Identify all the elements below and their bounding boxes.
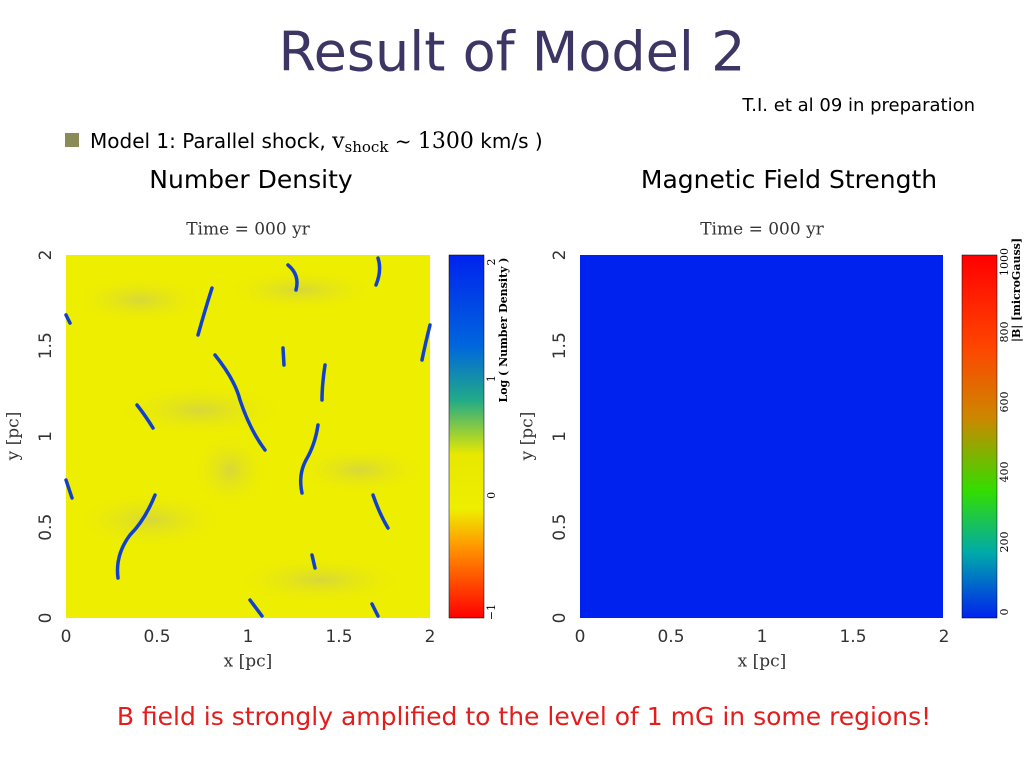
colorbar-label: |B| [microGauss] [1010, 238, 1023, 342]
colorbar-tick-label: 2 [485, 259, 498, 266]
density-haze [70, 268, 430, 605]
y-tick-label: 1 [36, 431, 56, 442]
x-tick-label: 2 [939, 627, 950, 647]
colorbar-tick-label: 800 [998, 322, 1011, 343]
colorbar-tick-label: 400 [998, 462, 1011, 483]
time-label: Time = 000 yr [186, 220, 310, 240]
colorbar-tick-label: 0 [485, 492, 498, 499]
density-filaments [64, 256, 432, 618]
x-tick-label: 0.5 [657, 627, 684, 647]
colorbar-tick-label: 200 [998, 532, 1011, 553]
y-tick-label: 0.5 [36, 514, 56, 541]
bullet-unit: km/s [474, 129, 529, 153]
y-tick-label: 2 [550, 250, 570, 261]
bullet-v: v [331, 129, 345, 154]
y-tick-label: 2 [36, 250, 56, 261]
colorbar [448, 254, 485, 619]
colorbar [961, 254, 998, 619]
colorbar-tick-label: 0 [998, 609, 1011, 616]
bullet-subscript: shock [345, 138, 390, 156]
y-tick-label: 1.5 [36, 332, 56, 359]
x-tick-label: 1.5 [325, 627, 352, 647]
y-tick-label: 0 [550, 613, 570, 624]
time-label: Time = 000 yr [700, 220, 824, 240]
x-tick-label: 1 [757, 627, 768, 647]
colorbar-tick-label: −1 [485, 604, 498, 620]
colorbar-tick-label: 600 [998, 392, 1011, 413]
footer-note: B field is strongly amplified to the lev… [117, 702, 931, 731]
y-tick-label: 1 [550, 431, 570, 442]
bullet-marker [65, 133, 79, 147]
y-axis-label: y [pc] [4, 412, 24, 462]
bullet-text: Model 1: Parallel shock, vshock ~ 1300 k… [90, 129, 543, 157]
panel-heading: Number Density [149, 165, 353, 194]
colorbar-label: Log ( Number Density ) [497, 257, 510, 402]
bullet-approx: ~ [388, 129, 417, 153]
y-tick-label: 0.5 [550, 514, 570, 541]
bullet-speed: 1300 [418, 129, 474, 154]
x-tick-label: 2 [425, 627, 436, 647]
bullet-close: ) [529, 129, 543, 153]
field-map [580, 255, 943, 618]
y-tick-label: 0 [36, 613, 56, 624]
slide-title: Result of Model 2 [279, 21, 746, 84]
colorbar-tick-label: 1000 [998, 248, 1011, 276]
x-tick-label: 0 [575, 627, 586, 647]
citation: T.I. et al 09 in preparation [741, 95, 975, 116]
y-tick-label: 1.5 [550, 332, 570, 359]
panel-heading: Magnetic Field Strength [641, 165, 937, 194]
x-tick-label: 0.5 [143, 627, 170, 647]
x-axis-label: x [pc] [738, 652, 787, 672]
x-tick-label: 1 [243, 627, 254, 647]
colorbar-tick-label: 1 [485, 375, 498, 382]
x-tick-label: 0 [61, 627, 72, 647]
bullet-prefix: Model 1: Parallel shock, [90, 129, 332, 153]
x-tick-label: 1.5 [839, 627, 866, 647]
y-axis-label: y [pc] [518, 412, 538, 462]
x-axis-label: x [pc] [224, 652, 273, 672]
